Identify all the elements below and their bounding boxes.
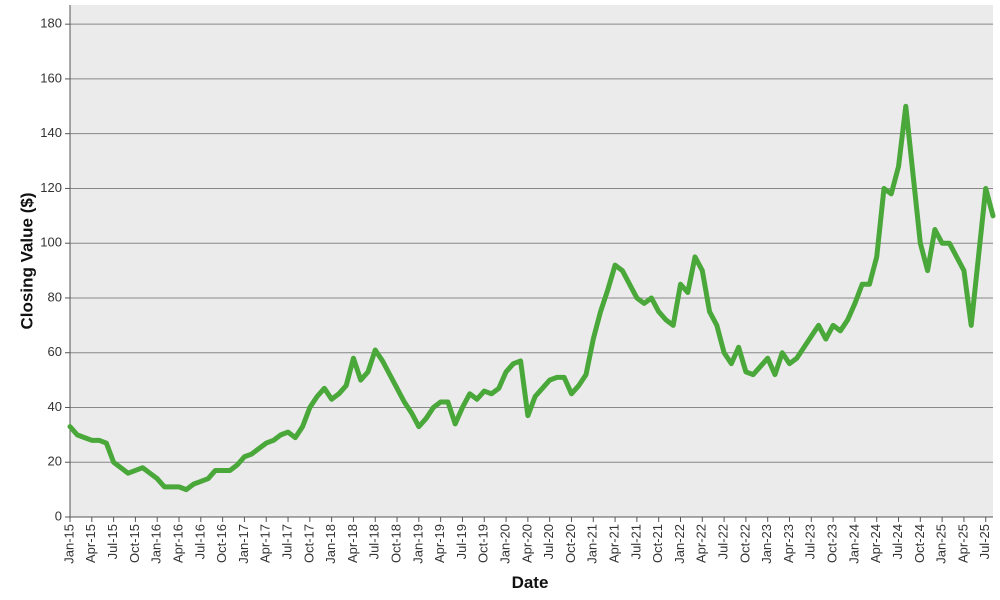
- x-tick-label: Apr-20: [519, 524, 534, 563]
- x-tick-label: Apr-19: [432, 524, 447, 563]
- x-tick-label: Jan-15: [61, 524, 76, 564]
- x-tick-label: Jan-18: [323, 524, 338, 564]
- x-tick-label: Jan-20: [498, 524, 513, 564]
- x-tick-label: Apr-25: [955, 524, 970, 563]
- x-tick-label: Jan-25: [934, 524, 949, 564]
- x-tick-label: Oct-24: [912, 524, 927, 563]
- x-tick-label: Jul-21: [628, 524, 643, 559]
- x-tick-label: Apr-15: [83, 524, 98, 563]
- x-tick-label: Oct-18: [388, 524, 403, 563]
- x-tick-label: Apr-22: [694, 524, 709, 563]
- y-tick-label: 0: [55, 508, 62, 523]
- x-tick-label: Apr-18: [345, 524, 360, 563]
- y-tick-label: 180: [40, 16, 62, 31]
- x-tick-label: Apr-16: [170, 524, 185, 563]
- x-tick-label: Jul-19: [454, 524, 469, 559]
- x-tick-label: Jan-24: [846, 524, 861, 564]
- y-tick-label: 140: [40, 125, 62, 140]
- x-tick-label: Jan-17: [236, 524, 251, 564]
- x-tick-label: Oct-19: [476, 524, 491, 563]
- y-tick-label: 160: [40, 70, 62, 85]
- x-tick-label: Jan-23: [759, 524, 774, 564]
- x-tick-label: Jul-20: [541, 524, 556, 559]
- x-tick-label: Jul-15: [105, 524, 120, 559]
- x-tick-label: Jul-18: [367, 524, 382, 559]
- x-tick-label: Apr-17: [258, 524, 273, 563]
- x-tick-label: Oct-20: [563, 524, 578, 563]
- x-tick-label: Apr-24: [868, 524, 883, 563]
- x-tick-label: Jul-16: [192, 524, 207, 559]
- plot-area: [70, 5, 993, 517]
- x-tick-label: Jul-23: [803, 524, 818, 559]
- x-tick-label: Jul-22: [716, 524, 731, 559]
- x-tick-label: Jan-22: [672, 524, 687, 564]
- y-tick-label: 120: [40, 180, 62, 195]
- x-tick-label: Jul-17: [279, 524, 294, 559]
- x-tick-label: Jan-16: [149, 524, 164, 564]
- x-tick-label: Oct-22: [737, 524, 752, 563]
- x-tick-label: Oct-16: [214, 524, 229, 563]
- x-tick-label: Jul-25: [977, 524, 992, 559]
- x-tick-label: Oct-17: [301, 524, 316, 563]
- x-tick-label: Jan-21: [585, 524, 600, 564]
- x-tick-label: Oct-15: [127, 524, 142, 563]
- x-tick-label: Jul-24: [890, 524, 905, 559]
- x-tick-label: Oct-23: [825, 524, 840, 563]
- y-tick-label: 80: [48, 289, 62, 304]
- x-tick-label: Apr-23: [781, 524, 796, 563]
- x-tick-label: Oct-21: [650, 524, 665, 563]
- x-tick-label: Jan-19: [410, 524, 425, 564]
- y-tick-label: 60: [48, 344, 62, 359]
- y-axis-title: Closing Value ($): [17, 193, 36, 330]
- line-series: [67, 103, 996, 493]
- y-tick-label: 20: [48, 454, 62, 469]
- x-axis-title: Date: [512, 573, 549, 592]
- x-tick-label: Apr-21: [607, 524, 622, 563]
- y-tick-label: 40: [48, 399, 62, 414]
- y-tick-label: 100: [40, 235, 62, 250]
